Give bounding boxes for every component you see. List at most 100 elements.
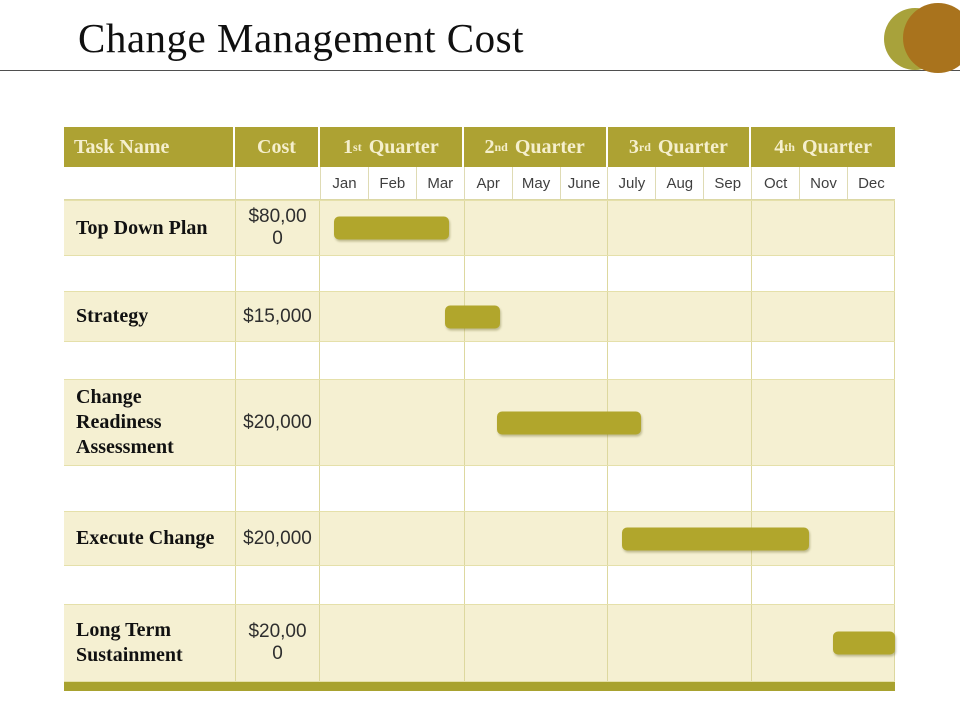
spacer-cost-cell [235,342,320,379]
task-timeline-cell [320,292,895,341]
quarter-gridline [750,605,752,681]
title-divider-line [0,70,960,71]
gantt-bar [334,216,450,240]
month-label-dec: Dec [846,167,895,199]
quarter-gridline [750,380,752,465]
quarter-gridline [607,342,608,379]
quarter-gridline [607,256,608,291]
spacer-name-cell [64,566,235,604]
month-row-cost-spacer [235,167,320,199]
task-name-cell: Strategy [76,305,149,327]
month-label-apr: Apr [463,167,512,199]
month-label-feb: Feb [367,167,416,199]
quarter-number: 1 [343,135,354,158]
quarter-gridline [607,512,608,565]
task-name-cell: Execute Change [76,527,215,549]
spacer-timeline-cell [320,342,895,379]
table-row-top-down-plan: Top Down Plan $80,00 0 [64,200,895,256]
spacer-cost-cell [235,566,320,604]
month-header-row: Jan Feb Mar Apr May June July Aug Sep Oc… [64,167,895,200]
spacer-cost-cell [235,256,320,291]
spacer-timeline-cell [320,566,895,604]
month-label-july: July [607,167,656,199]
quarter-number: 2 [484,135,495,158]
table-row-long-term-sustainment: Long Term Sustainment $20,00 0 [64,604,895,682]
quarter-gridline [463,342,465,379]
quarter-gridline [750,566,752,604]
quarter-number: 4 [774,135,785,158]
quarter-word: Quarter [368,135,439,158]
quarter-word: Quarter [657,135,728,158]
spacer-row [64,342,895,379]
quarter-gridline [607,605,608,681]
spacer-timeline-cell [320,466,895,511]
gantt-bar [444,305,500,328]
quarter-gridline [607,466,608,511]
decorative-brown-circle [903,3,960,73]
task-name-cell: Change Readiness Assessment [76,386,174,458]
quarter-gridline [463,256,465,291]
gantt-bar [497,411,642,434]
quarter-gridline [463,566,465,604]
gantt-bar [621,527,809,550]
spacer-row [64,466,895,511]
task-name-cell: Top Down Plan [76,216,208,239]
quarter-gridline [463,380,465,465]
task-cost-cell: $20,000 [235,380,320,465]
task-name-cell: Long Term Sustainment [76,619,183,666]
table-row-execute-change: Execute Change $20,000 [64,511,895,566]
gantt-bar [832,631,895,655]
month-label-mar: Mar [415,167,464,199]
month-label-sep: Sep [703,167,752,199]
month-label-aug: Aug [655,167,704,199]
spacer-name-cell [64,256,235,291]
quarter-gridline [750,466,752,511]
month-label-june: June [559,167,608,199]
quarter-gridline [463,466,465,511]
quarter-gridline [463,512,465,565]
spacer-timeline-cell [320,256,895,291]
task-timeline-cell [320,201,895,255]
spacer-row [64,566,895,604]
quarter-gridline [607,201,608,255]
header-cost: Cost [235,127,320,167]
spacer-row [64,256,895,291]
quarter-gridline [750,201,752,255]
task-timeline-cell [320,512,895,565]
spacer-cost-cell [235,466,320,511]
task-timeline-cell [320,380,895,465]
month-label-nov: Nov [799,167,847,199]
spacer-name-cell [64,342,235,379]
quarter-gridline [463,201,465,255]
month-label-oct: Oct [751,167,800,199]
quarter-gridline [607,292,608,341]
spacer-name-cell [64,466,235,511]
page-title: Change Management Cost [78,15,524,61]
quarter-word: Quarter [514,135,585,158]
month-label-jan: Jan [320,167,368,199]
quarter-gridline [607,566,608,604]
task-cost-cell: $80,00 0 [235,201,320,255]
quarter-number: 3 [628,135,639,158]
table-row-change-readiness-assessment: Change Readiness Assessment $20,000 [64,379,895,466]
quarter-gridline [463,605,465,681]
table-row-strategy: Strategy $15,000 [64,291,895,342]
quarter-gridline [750,342,752,379]
task-cost-cell: $15,000 [235,292,320,341]
month-row-task-spacer [64,167,235,199]
month-label-may: May [511,167,560,199]
task-cost-cell: $20,000 [235,512,320,565]
quarter-word: Quarter [801,135,872,158]
header-task-name: Task Name [64,127,235,167]
quarter-gridline [750,292,752,341]
bottom-accent-strip [64,682,895,691]
task-timeline-cell [320,605,895,681]
quarter-gridline [750,256,752,291]
task-cost-cell: $20,00 0 [235,605,320,681]
